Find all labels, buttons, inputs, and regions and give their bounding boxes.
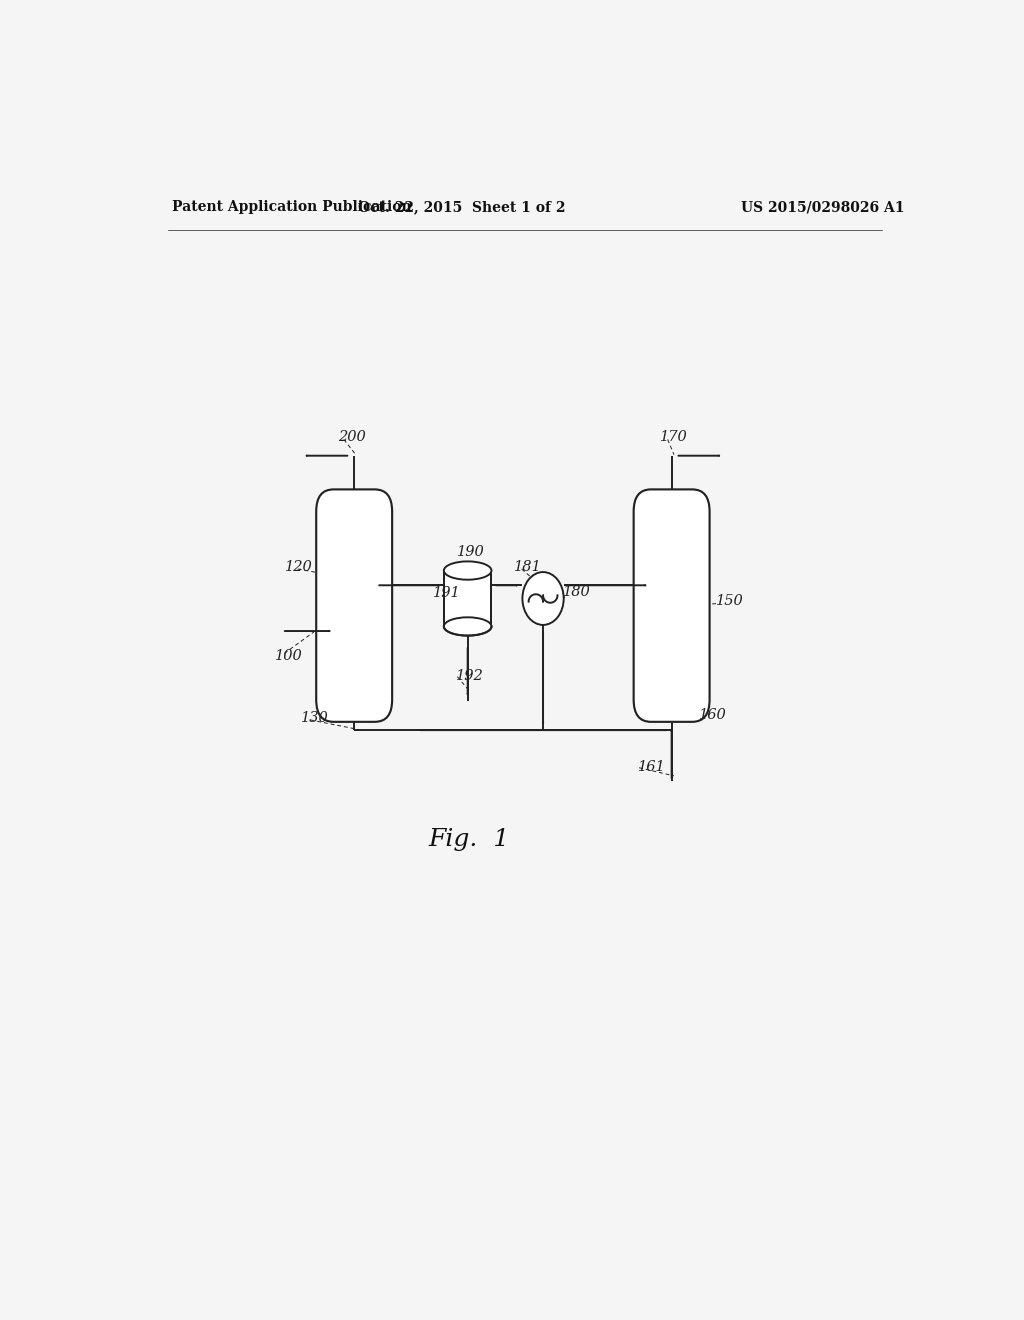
Ellipse shape — [443, 561, 492, 579]
Text: 190: 190 — [458, 545, 485, 558]
Text: Oct. 22, 2015  Sheet 1 of 2: Oct. 22, 2015 Sheet 1 of 2 — [357, 201, 565, 214]
Text: 130: 130 — [301, 711, 329, 725]
Text: 191: 191 — [433, 586, 461, 601]
Text: 160: 160 — [699, 708, 727, 722]
Bar — [443, 570, 492, 627]
Ellipse shape — [443, 618, 492, 636]
Text: 170: 170 — [659, 430, 687, 445]
Ellipse shape — [443, 618, 492, 636]
Text: 161: 161 — [638, 760, 666, 774]
Text: 180: 180 — [563, 585, 591, 599]
Text: 181: 181 — [514, 560, 543, 574]
Text: US 2015/0298026 A1: US 2015/0298026 A1 — [740, 201, 904, 214]
Text: 192: 192 — [456, 669, 483, 682]
Text: Patent Application Publication: Patent Application Publication — [172, 201, 412, 214]
FancyBboxPatch shape — [316, 490, 392, 722]
Text: 120: 120 — [285, 560, 313, 574]
Text: 150: 150 — [716, 594, 743, 607]
Text: Fig.  1: Fig. 1 — [429, 828, 510, 851]
FancyBboxPatch shape — [634, 490, 710, 722]
Text: 200: 200 — [338, 430, 366, 445]
Circle shape — [522, 572, 563, 624]
Text: 100: 100 — [274, 649, 302, 664]
